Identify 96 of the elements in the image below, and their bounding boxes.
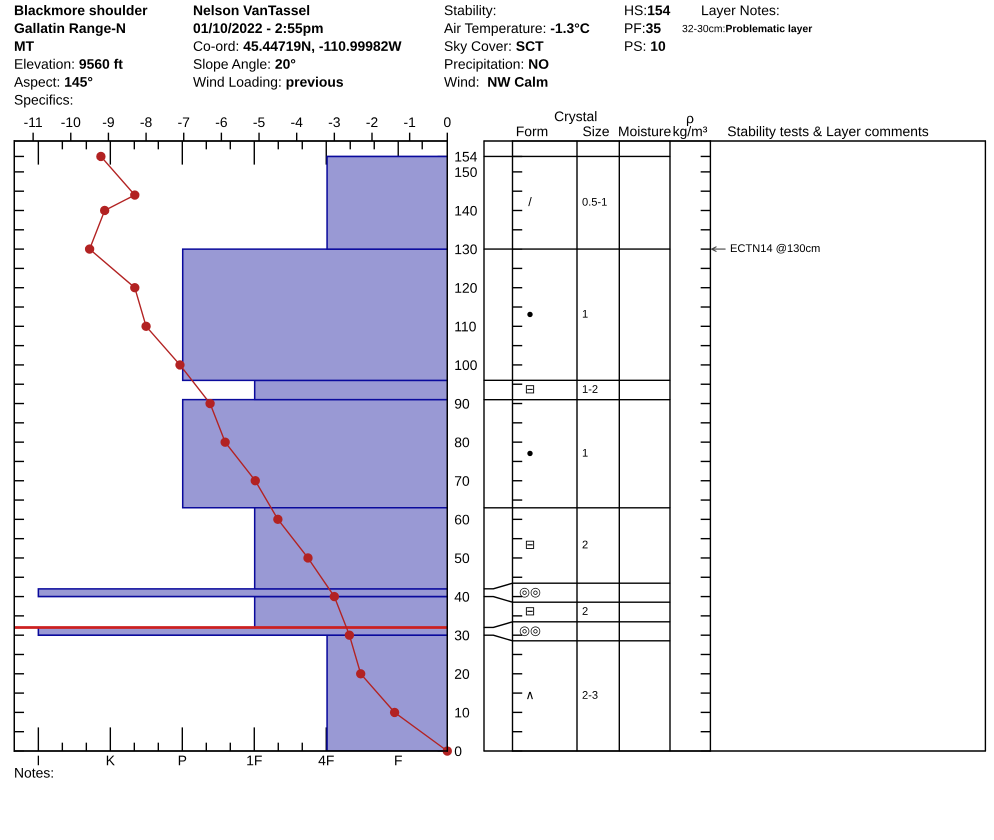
- text: K: [106, 756, 115, 766]
- text: 2: [582, 540, 588, 548]
- category-label: ρ kg/m³: [674, 116, 708, 139]
- text: ●: [527, 450, 533, 456]
- y-tick-label: 30: [454, 630, 470, 640]
- text: Stability:: [444, 5, 496, 18]
- point: [141, 322, 151, 332]
- text: ⊟: [526, 385, 534, 394]
- text: Co-ord: 45.44719N, -110.99982W: [194, 40, 402, 54]
- text: /: [528, 196, 532, 206]
- text: Notes:: [15, 768, 53, 778]
- point: [100, 206, 110, 216]
- text: HS:154: [625, 5, 670, 16]
- y-tick-label: 154: [455, 152, 478, 162]
- text: PS: 10: [625, 41, 666, 52]
- text: Gallatin Range-N: [14, 22, 125, 36]
- category-label: Moisture: [619, 126, 671, 136]
- text: Blackmore shoulder: [14, 5, 148, 16]
- text: I: [38, 756, 40, 766]
- point: [330, 592, 340, 602]
- point: [84, 244, 94, 254]
- category-label: Size: [583, 126, 609, 136]
- y-tick-label: 50: [454, 553, 470, 564]
- y-tick-label: 110: [455, 322, 476, 332]
- x-tick-label: -3: [328, 117, 340, 128]
- text: 1-2: [582, 385, 598, 393]
- text: Slope Angle: 20°: [194, 58, 296, 72]
- category-label: Form: [516, 126, 548, 136]
- x-tick-label: 0: [444, 117, 451, 128]
- text: Nelson VanTassel: [194, 5, 310, 16]
- text: Wind Loading: previous: [193, 76, 343, 90]
- y-tick-label: 120: [455, 283, 477, 293]
- text: Crystal: [554, 111, 596, 124]
- y-tick-label: 0: [454, 746, 462, 756]
- point: [175, 360, 185, 370]
- text: ◎◎: [520, 588, 540, 598]
- text: ●: [527, 312, 533, 318]
- text: ⊟: [526, 540, 534, 549]
- x-tick-label: -9: [102, 117, 114, 128]
- y-tick-label: 150: [455, 167, 477, 178]
- x-tick-label: -2: [366, 117, 378, 128]
- text: 0.5-1: [582, 198, 607, 206]
- text: 2-3: [582, 691, 598, 699]
- text: ⊟: [526, 607, 534, 616]
- text: Wind: NW Calm: [444, 76, 548, 87]
- x-tick-label: -11: [24, 117, 42, 128]
- point: [250, 476, 260, 486]
- text: PF:35: [625, 23, 661, 34]
- text: 4F: [318, 756, 334, 766]
- x-tick-label: -8: [140, 117, 152, 128]
- text: 1: [582, 448, 588, 457]
- y-tick-label: 60: [454, 514, 470, 525]
- text: ECTN14 @130cm: [730, 244, 820, 254]
- text: Layer Notes:: [702, 6, 778, 18]
- point: [303, 553, 313, 563]
- point: [273, 514, 283, 524]
- point: [220, 437, 230, 447]
- text: MT: [14, 41, 34, 51]
- text: 1: [582, 310, 588, 318]
- point: [356, 669, 366, 678]
- y-tick-label: 70: [454, 476, 470, 486]
- text: 1F: [247, 756, 262, 766]
- y-tick-label: 100: [455, 360, 477, 370]
- x-tick-label: -4: [291, 117, 302, 128]
- x-tick-label: -7: [178, 117, 190, 128]
- point: [130, 283, 140, 292]
- point: [390, 708, 400, 718]
- text: Sky Cover: SCT: [444, 40, 544, 54]
- y-tick-label: 80: [454, 437, 470, 448]
- y-tick-label: 20: [454, 669, 470, 679]
- y-tick-label: 130: [455, 244, 477, 254]
- y-tick-label: 90: [454, 398, 470, 409]
- text: 32-30cm:Problematic layer: [682, 24, 812, 34]
- text: ∧: [527, 692, 533, 700]
- y-tick-label: 140: [455, 206, 477, 216]
- text: Specifics:: [14, 94, 72, 108]
- text: Air Temperature: -1.3°C: [444, 22, 590, 36]
- point: [130, 190, 140, 200]
- text: Elevation: 9560 ft: [15, 58, 123, 69]
- text: Aspect: 145°: [14, 77, 92, 90]
- y-tick-label: 40: [454, 592, 470, 602]
- text: P: [178, 756, 186, 766]
- x-tick-label: -1: [404, 117, 416, 128]
- x-tick-label: -10: [61, 117, 80, 128]
- text: Precipitation: NO: [445, 58, 548, 72]
- category-label: Stability tests & Layer comments: [728, 126, 928, 139]
- text: 01/10/2022 - 2:55pm: [194, 22, 323, 36]
- point: [205, 398, 215, 408]
- text: ◎◎: [520, 626, 540, 636]
- text: F: [395, 756, 402, 766]
- x-tick-label: -5: [253, 117, 265, 128]
- point: [344, 630, 354, 640]
- x-tick-label: -6: [216, 117, 227, 128]
- point: [96, 152, 106, 162]
- text: 2: [582, 607, 588, 615]
- y-tick-label: 10: [455, 708, 470, 718]
